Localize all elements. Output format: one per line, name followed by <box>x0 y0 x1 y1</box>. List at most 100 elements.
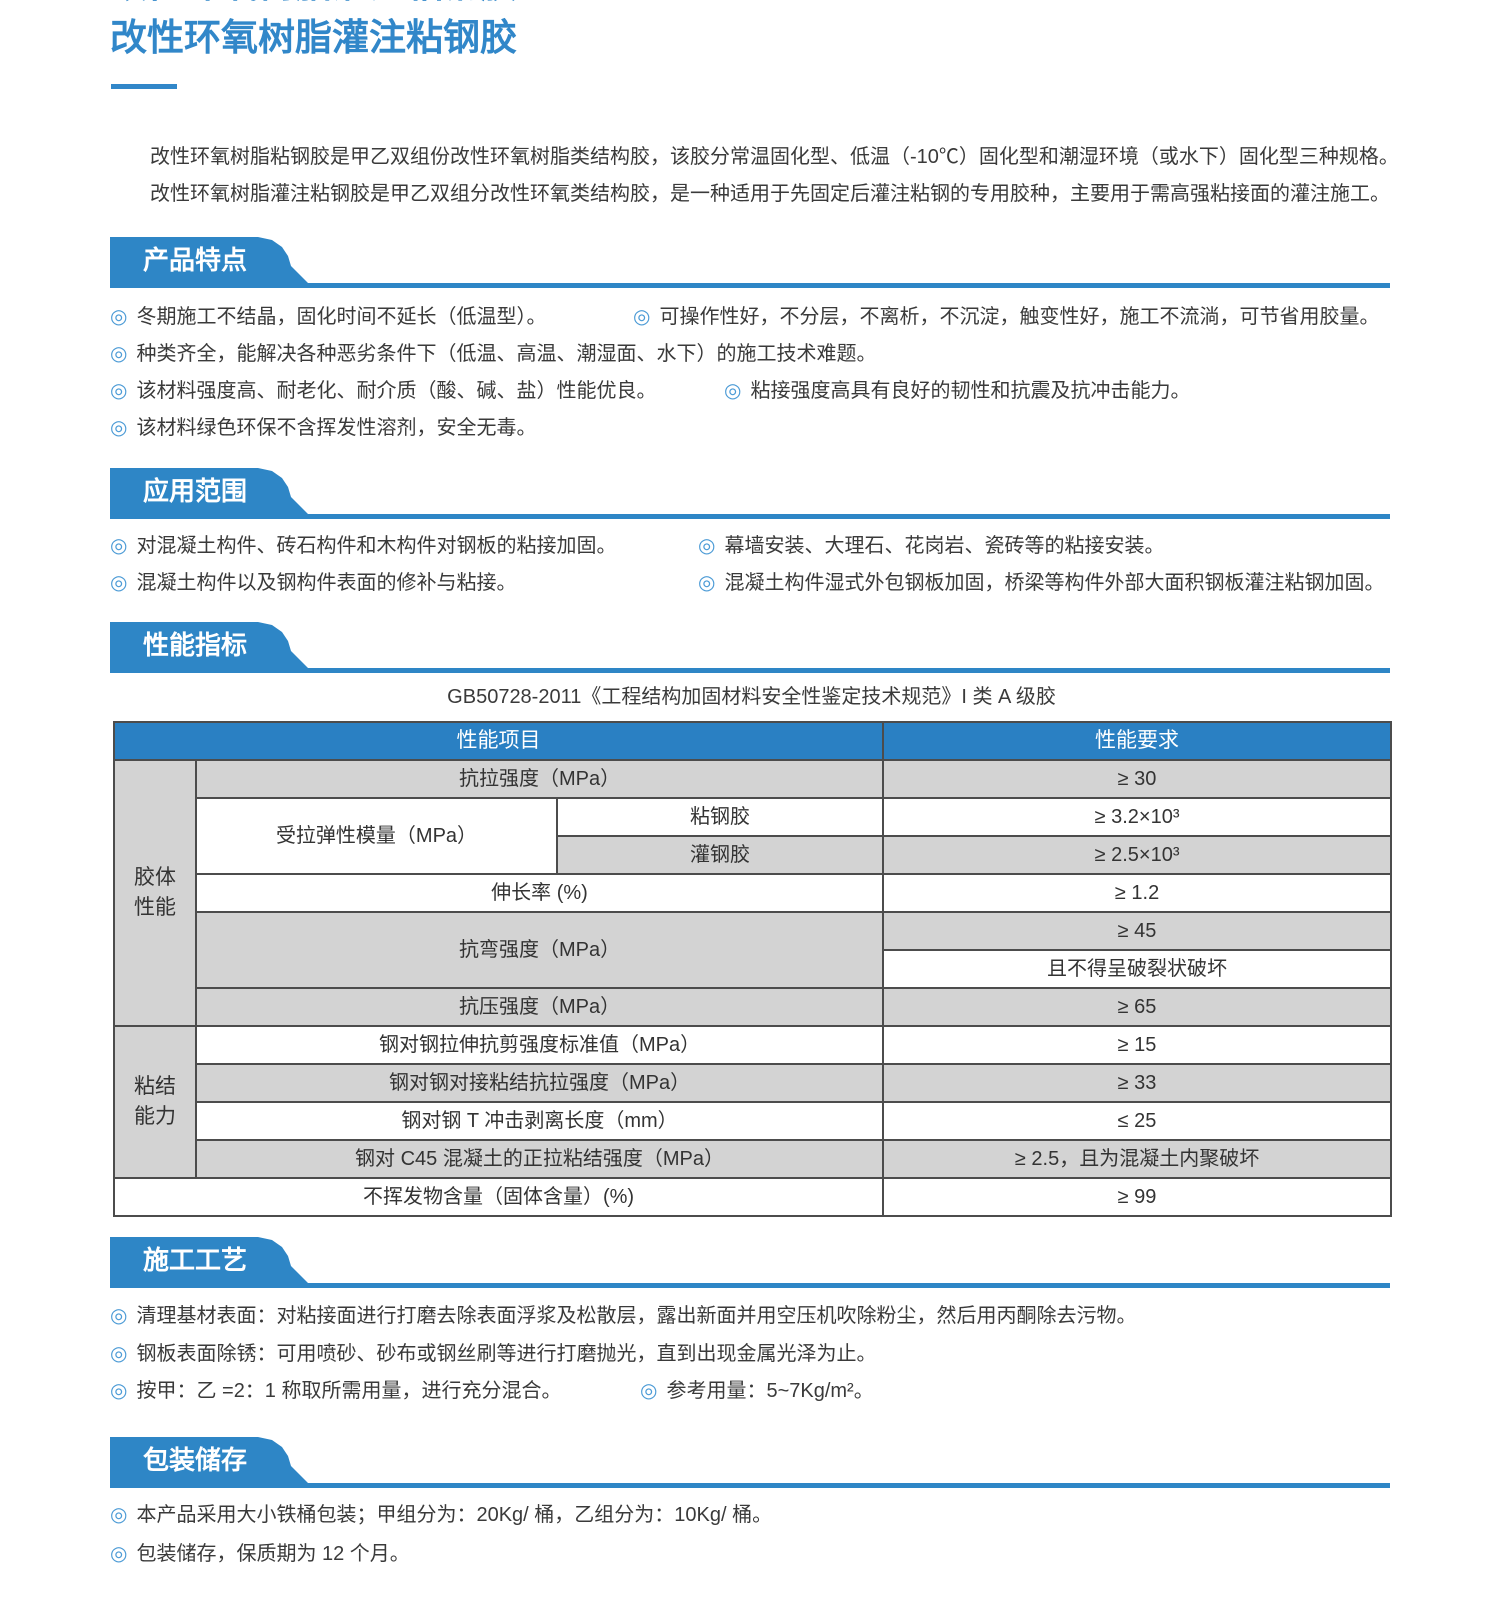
construction-item: ◎ 参考用量：5~7Kg/m²。 <box>640 1377 874 1405</box>
ring-bullet-icon: ◎ <box>698 535 716 557</box>
table-row: 粘结 能力 钢对钢拉伸抗剪强度标准值（MPa） ≥ 15 <box>113 1025 1393 1179</box>
ring-bullet-icon: ◎ <box>110 572 128 594</box>
spec-label: 不挥发物含量（固体含量）(%) <box>112 1177 885 1217</box>
construction-item: ◎ 按甲：乙 =2：1 称取所需用量，进行充分混合。 <box>110 1377 562 1405</box>
feature-item: ◎ 该材料强度高、耐老化、耐介质（酸、碱、盐）性能优良。 <box>110 377 656 405</box>
section-rule-construction <box>110 1283 1390 1288</box>
table-row: 抗弯强度（MPa） ≥ 45 <box>114 911 1393 989</box>
spec-sublabel: 粘钢胶 <box>555 797 885 837</box>
title-underline <box>111 84 177 89</box>
ring-bullet-icon: ◎ <box>640 1380 658 1402</box>
spec-label: 钢对钢 T 冲击剥离长度（mm） <box>194 1101 885 1141</box>
spec-label: 抗压强度（MPa） <box>194 987 885 1027</box>
feature-item: ◎ 粘接强度高具有良好的韧性和抗震及抗冲击能力。 <box>724 377 1190 405</box>
application-item-text: 对混凝土构件、砖石构件和木构件对钢板的粘接加固。 <box>136 535 617 557</box>
ring-bullet-icon: ◎ <box>110 1543 128 1565</box>
spec-value: ≥ 3.2×10³ <box>882 797 1393 837</box>
packaging-item-text: 包装储存，保质期为 12 个月。 <box>136 1543 410 1565</box>
spec-label: 钢对 C45 混凝土的正拉粘结强度（MPa） <box>194 1139 885 1179</box>
application-item-text: 幕墙安装、大理石、花岗岩、瓷砖等的粘接安装。 <box>724 535 1165 557</box>
feature-item-text: 该材料强度高、耐老化、耐介质（酸、碱、盐）性能优良。 <box>136 380 657 402</box>
feature-item: ◎ 该材料绿色环保不含挥发性溶剂，安全无毒。 <box>110 414 536 442</box>
table-header-row: 性能项目 性能要求 <box>112 721 1393 761</box>
ring-bullet-icon: ◎ <box>110 1504 128 1526</box>
feature-item: ◎ 可操作性好，不分层，不离析，不沉淀，触变性好，施工不流淌，可节省用胶量。 <box>633 303 1379 331</box>
table-row: 且不得呈破裂状破坏 <box>114 949 1393 989</box>
table-row: 不挥发物含量（固体含量）(%) ≥ 99 <box>112 1177 1393 1217</box>
intro-line-1: 改性环氧树脂粘钢胶是甲乙双组份改性环氧树脂类结构胶，该胶分常温固化型、低温（-1… <box>150 146 1399 168</box>
application-item: ◎ 混凝土构件湿式外包钢板加固，桥梁等构件外部大面积钢板灌注粘钢加固。 <box>698 569 1384 597</box>
ring-bullet-icon: ◎ <box>633 306 651 328</box>
section-tab-performance: 性能指标 <box>110 622 308 668</box>
section-rule-features <box>110 283 1390 288</box>
column-header-requirement: 性能要求 <box>882 721 1393 761</box>
construction-item-text: 按甲：乙 =2：1 称取所需用量，进行充分混合。 <box>136 1380 562 1402</box>
construction-item-text: 清理基材表面：对粘接面进行打磨去除表面浮浆及松散层，露出新面并用空压机吹除粉尘，… <box>136 1305 1137 1327</box>
table-row: 胶体 性能 抗拉强度（MPa） ≥ 30 <box>113 759 1393 1027</box>
feature-item-text: 可操作性好，不分层，不离析，不沉淀，触变性好，施工不流淌，可节省用胶量。 <box>659 306 1380 328</box>
feature-item-text: 粘接强度高具有良好的韧性和抗震及抗冲击能力。 <box>750 380 1191 402</box>
row-group-bonding-capability: 粘结 能力 <box>113 1025 197 1179</box>
spec-value: ≥ 45 <box>882 911 1393 951</box>
application-item: ◎ 对混凝土构件、砖石构件和木构件对钢板的粘接加固。 <box>110 532 616 560</box>
application-item: ◎ 混凝土构件以及钢构件表面的修补与粘接。 <box>110 569 516 597</box>
spec-label: 抗弯强度（MPa） <box>194 911 885 989</box>
table-row: 受拉弹性模量（MPa） 粘钢胶 ≥ 3.2×10³ <box>114 797 1393 875</box>
page-title: 改性环氧树脂灌注粘钢胶 <box>110 17 517 58</box>
feature-item-text: 冬期施工不结晶，固化时间不延长（低温型）。 <box>136 306 547 328</box>
section-tab-features: 产品特点 <box>110 237 308 283</box>
section-tab-packaging: 包装储存 <box>110 1437 308 1483</box>
section-tab-construction: 施工工艺 <box>110 1237 308 1283</box>
ring-bullet-icon: ◎ <box>698 572 716 594</box>
section-rule-applications <box>110 514 1390 519</box>
spec-label: 钢对钢拉伸抗剪强度标准值（MPa） <box>194 1025 885 1065</box>
ring-bullet-icon: ◎ <box>110 343 128 365</box>
spec-sublabel: 灌钢胶 <box>555 835 885 875</box>
table-row: 钢对 C45 混凝土的正拉粘结强度（MPa） ≥ 2.5，且为混凝土内聚破坏 <box>114 1139 1393 1179</box>
construction-item: ◎ 钢板表面除锈：可用喷砂、砂布或钢丝刷等进行打磨抛光，直到出现金属光泽为止。 <box>110 1340 876 1368</box>
row-group-adhesive-properties: 胶体 性能 <box>113 759 197 1027</box>
performance-table: 性能项目 性能要求 胶体 性能 抗拉强度（MPa） ≥ 30 受拉弹性模量（MP… <box>112 721 1393 1217</box>
spec-label: 受拉弹性模量（MPa） <box>195 797 558 875</box>
ring-bullet-icon: ◎ <box>110 306 128 328</box>
construction-item: ◎ 清理基材表面：对粘接面进行打磨去除表面浮浆及松散层，露出新面并用空压机吹除粉… <box>110 1302 1136 1330</box>
table-row: 钢对钢 T 冲击剥离长度（mm） ≤ 25 <box>114 1101 1393 1141</box>
feature-item-text: 种类齐全，能解决各种恶劣条件下（低温、高温、潮湿面、水下）的施工技术难题。 <box>136 343 877 365</box>
ring-bullet-icon: ◎ <box>110 1305 128 1327</box>
section-rule-packaging <box>110 1483 1390 1488</box>
construction-item-text: 参考用量：5~7Kg/m²。 <box>666 1380 874 1402</box>
performance-standard-subtitle: GB50728-2011《工程结构加固材料安全性鉴定技术规范》I 类 A 级胶 <box>447 686 1056 708</box>
intro-line-2: 改性环氧树脂灌注粘钢胶是甲乙双组分改性环氧类结构胶，是一种适用于先固定后灌注粘钢… <box>150 183 1390 205</box>
feature-item: ◎ 种类齐全，能解决各种恶劣条件下（低温、高温、潮湿面、水下）的施工技术难题。 <box>110 340 876 368</box>
spec-label: 钢对钢对接粘结抗拉强度（MPa） <box>194 1063 885 1103</box>
packaging-item-text: 本产品采用大小铁桶包装；甲组分为：20Kg/ 桶，乙组分为：10Kg/ 桶。 <box>136 1504 773 1526</box>
feature-item: ◎ 冬期施工不结晶，固化时间不延长（低温型）。 <box>110 303 546 331</box>
table-row: 钢对钢对接粘结抗拉强度（MPa） ≥ 33 <box>114 1063 1393 1103</box>
table-row: 灌钢胶 ≥ 2.5×10³ <box>114 835 1393 875</box>
cropped-previous-title: 改性环氧树脂灌注粘钢胶 <box>110 0 517 7</box>
ring-bullet-icon: ◎ <box>110 1343 128 1365</box>
spec-value: ≥ 99 <box>882 1177 1393 1217</box>
spec-value: 且不得呈破裂状破坏 <box>882 949 1393 989</box>
spec-label: 抗拉强度（MPa） <box>194 759 885 799</box>
spec-value: ≤ 25 <box>882 1101 1393 1141</box>
table-row: 抗压强度（MPa） ≥ 65 <box>114 987 1393 1027</box>
construction-item-text: 钢板表面除锈：可用喷砂、砂布或钢丝刷等进行打磨抛光，直到出现金属光泽为止。 <box>136 1343 877 1365</box>
spec-value: ≥ 30 <box>882 759 1393 799</box>
section-rule-performance <box>110 668 1390 673</box>
ring-bullet-icon: ◎ <box>110 380 128 402</box>
spec-value: ≥ 1.2 <box>882 873 1393 913</box>
spec-value: ≥ 2.5，且为混凝土内聚破坏 <box>882 1139 1393 1179</box>
spec-value: ≥ 2.5×10³ <box>882 835 1393 875</box>
section-tab-applications: 应用范围 <box>110 468 308 514</box>
ring-bullet-icon: ◎ <box>110 535 128 557</box>
packaging-item: ◎ 包装储存，保质期为 12 个月。 <box>110 1540 410 1568</box>
ring-bullet-icon: ◎ <box>110 417 128 439</box>
feature-item-text: 该材料绿色环保不含挥发性溶剂，安全无毒。 <box>136 417 537 439</box>
ring-bullet-icon: ◎ <box>110 1380 128 1402</box>
table-row: 伸长率 (%) ≥ 1.2 <box>114 873 1393 913</box>
packaging-item: ◎ 本产品采用大小铁桶包装；甲组分为：20Kg/ 桶，乙组分为：10Kg/ 桶。 <box>110 1501 772 1529</box>
ring-bullet-icon: ◎ <box>724 380 742 402</box>
application-item-text: 混凝土构件湿式外包钢板加固，桥梁等构件外部大面积钢板灌注粘钢加固。 <box>724 572 1385 594</box>
